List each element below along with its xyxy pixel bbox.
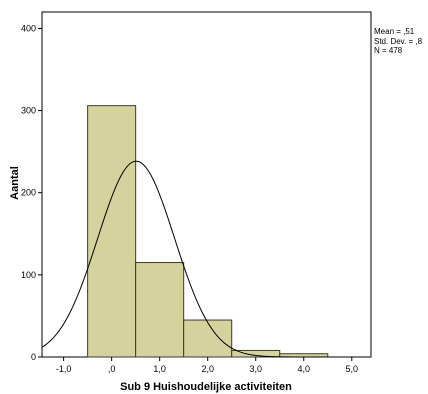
y-axis-title: Aantal bbox=[9, 166, 21, 200]
bars-group bbox=[87, 105, 329, 358]
x-axis: -1,0 ,0 1,0 2,0 3,0 4,0 5,0 bbox=[56, 357, 358, 374]
x-axis-title: Sub 9 Huishoudelijke activiteiten bbox=[120, 381, 292, 393]
stats-std-dev: Std. Dev. = ,8 bbox=[374, 36, 423, 46]
histogram-bar-2 bbox=[183, 319, 233, 358]
stats-box: Mean = ,51 Std. Dev. = ,8 N = 478 bbox=[374, 27, 422, 56]
y-tick-label: 200 bbox=[21, 188, 36, 198]
x-tick-label: 3,0 bbox=[249, 364, 262, 374]
y-tick-label: 0 bbox=[31, 352, 36, 362]
normal-curve bbox=[41, 160, 371, 358]
x-tick-label: 4,0 bbox=[298, 364, 311, 374]
x-tick-label: ,0 bbox=[108, 364, 116, 374]
y-tick-label: 300 bbox=[21, 106, 36, 116]
stats-mean: Mean = ,51 bbox=[374, 27, 415, 36]
stats-n: N = 478 bbox=[374, 46, 403, 55]
x-tick-label: 5,0 bbox=[346, 364, 359, 374]
x-tick-label: 2,0 bbox=[201, 364, 214, 374]
y-tick-label: 100 bbox=[21, 270, 36, 280]
x-tick-label: 1,0 bbox=[153, 364, 166, 374]
y-tick-label: 400 bbox=[21, 23, 36, 33]
histogram-bar-0 bbox=[87, 105, 137, 358]
histogram-bar-1 bbox=[135, 262, 185, 358]
y-axis: 0 100 200 300 400 bbox=[21, 23, 42, 362]
x-tick-label: -1,0 bbox=[56, 364, 72, 374]
